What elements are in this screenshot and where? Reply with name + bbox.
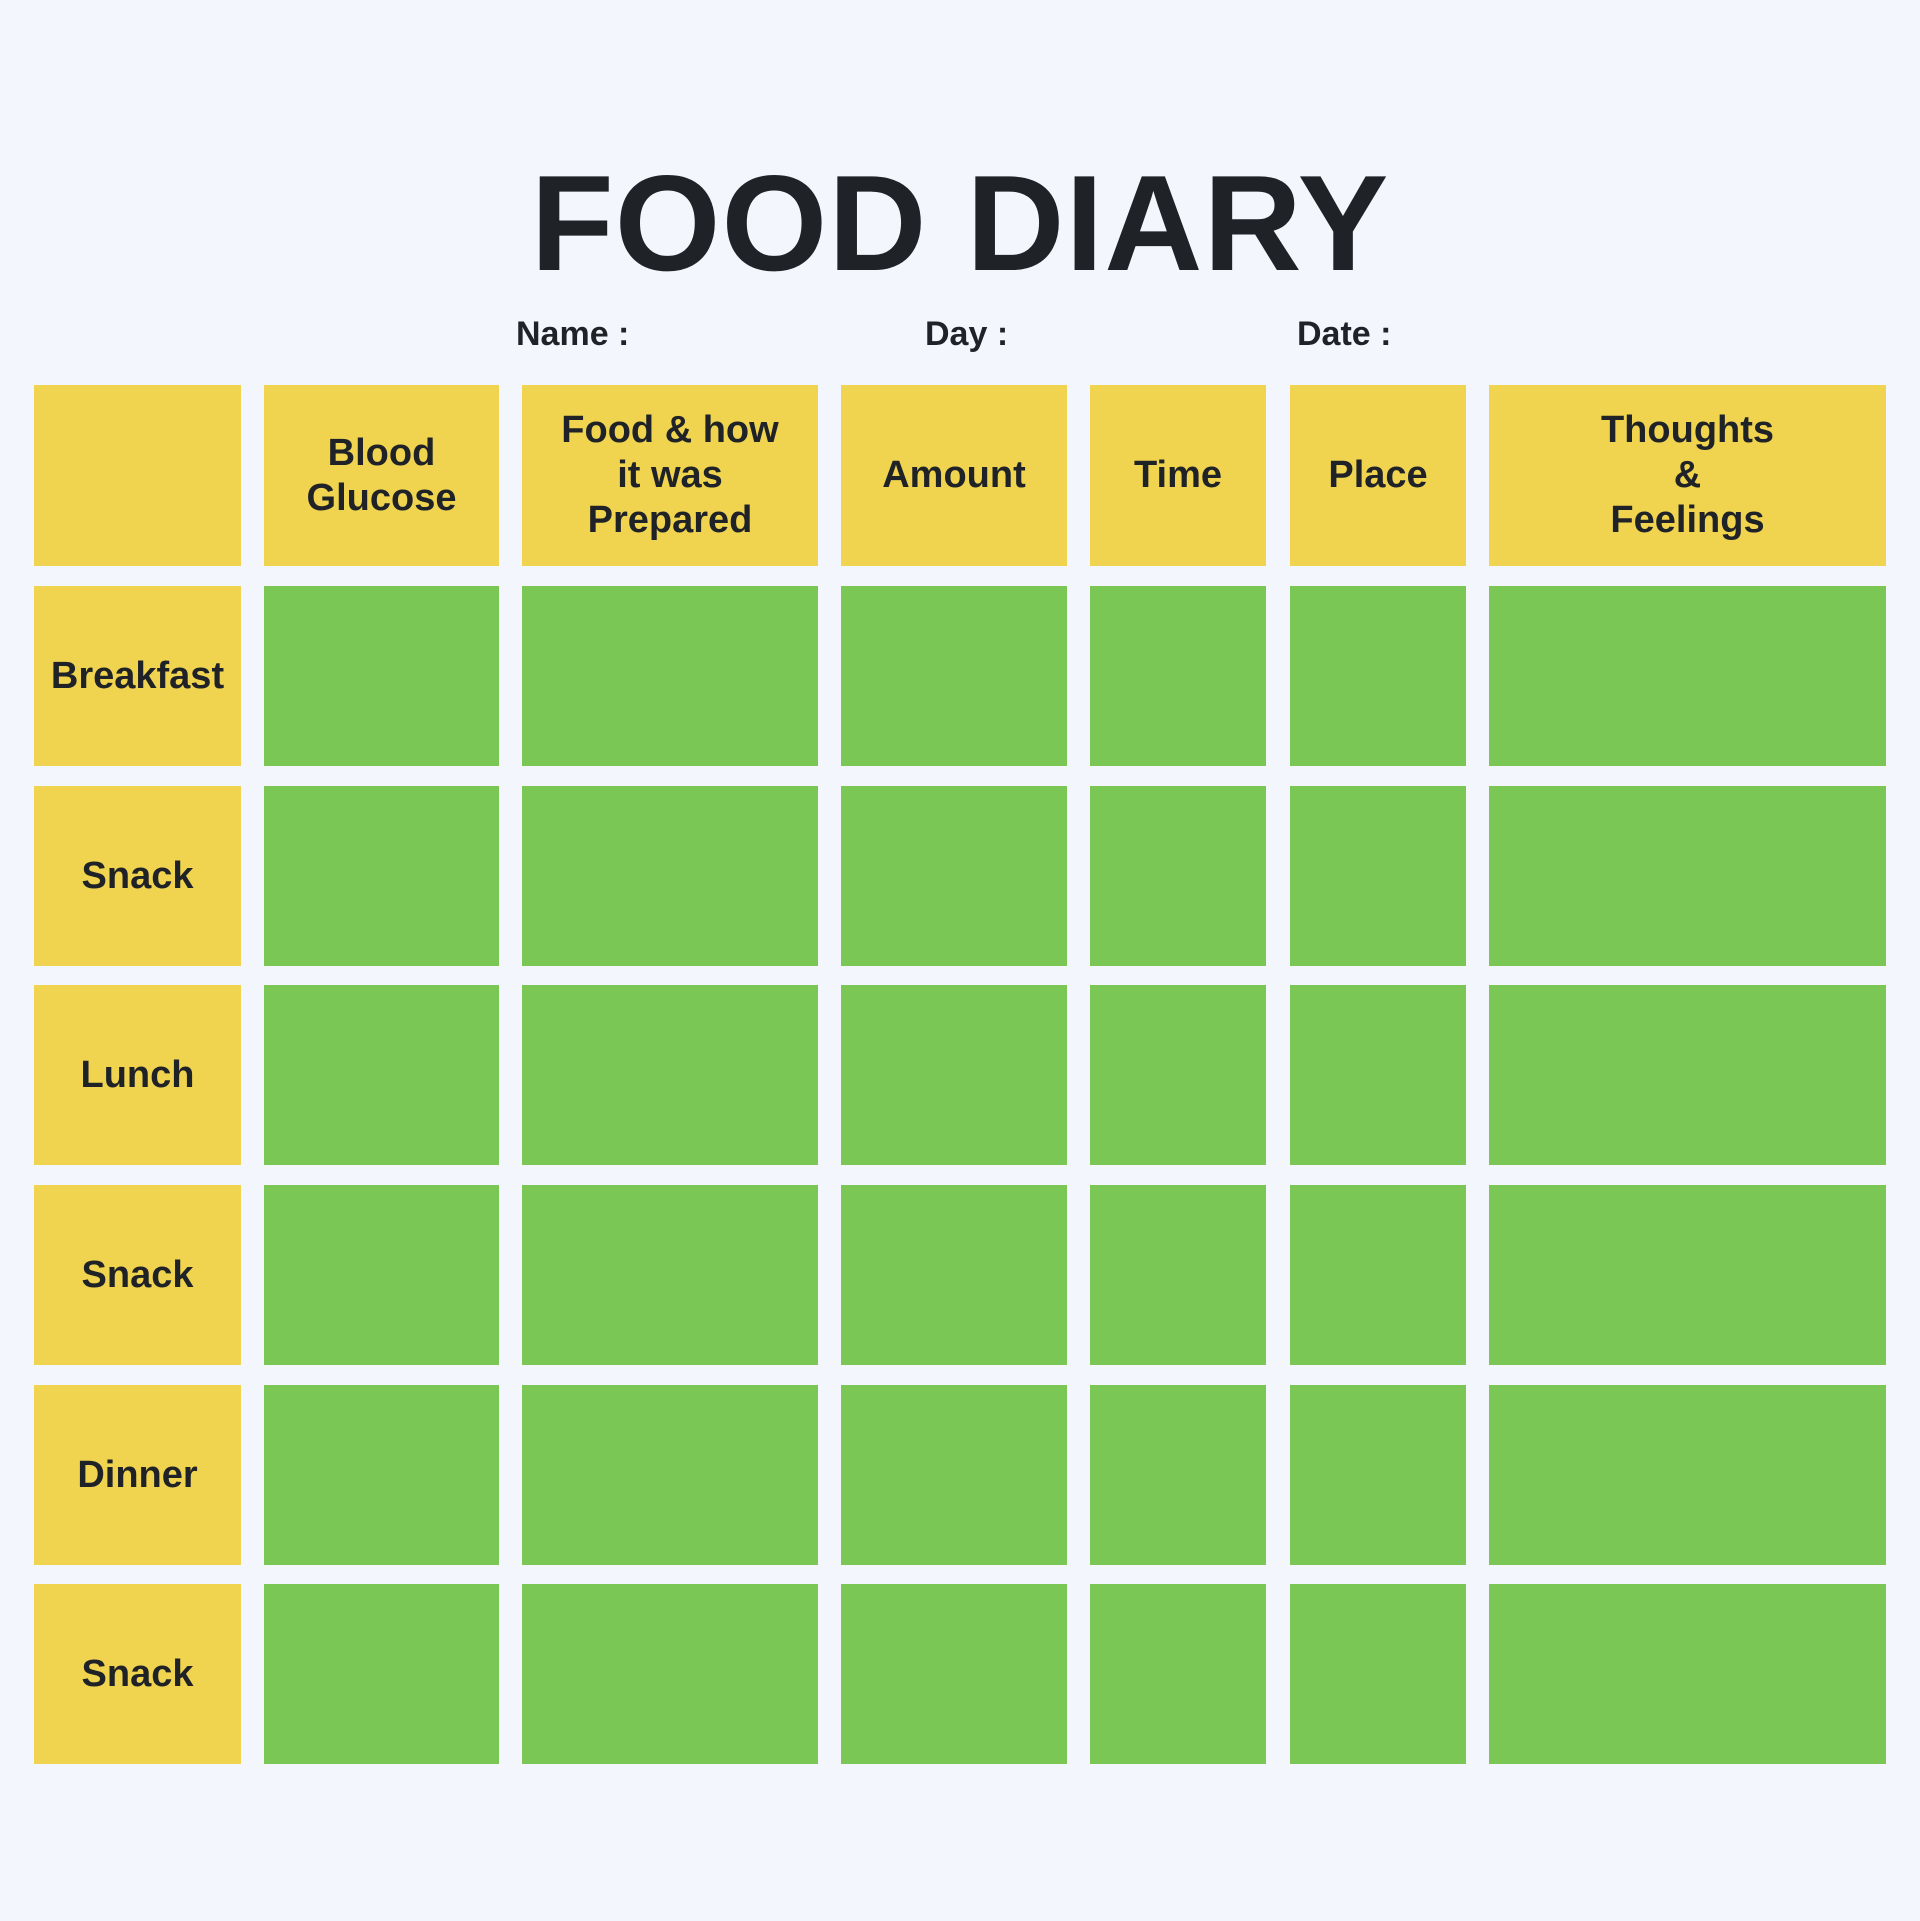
row-header-label: Dinner bbox=[77, 1453, 198, 1496]
entry-cell-breakfast-amount[interactable] bbox=[841, 586, 1067, 766]
entry-cell-snack-food-preparation[interactable] bbox=[522, 1185, 818, 1365]
entry-cell-dinner-place[interactable] bbox=[1290, 1385, 1466, 1565]
entry-cell-snack-place[interactable] bbox=[1290, 786, 1466, 966]
entry-cell-snack-place[interactable] bbox=[1290, 1584, 1466, 1764]
entry-cell-snack-amount[interactable] bbox=[841, 786, 1067, 966]
entry-cell-lunch-place[interactable] bbox=[1290, 985, 1466, 1165]
row-header-snack: Snack bbox=[34, 1185, 241, 1365]
column-header-time: Time bbox=[1090, 385, 1266, 566]
entry-cell-snack-thoughts-feelings[interactable] bbox=[1489, 786, 1886, 966]
header-corner-cell bbox=[34, 385, 241, 566]
entry-cell-breakfast-place[interactable] bbox=[1290, 586, 1466, 766]
entry-cell-breakfast-food-preparation[interactable] bbox=[522, 586, 818, 766]
entry-cell-snack-time[interactable] bbox=[1090, 786, 1266, 966]
entry-cell-lunch-amount[interactable] bbox=[841, 985, 1067, 1165]
column-header-label: Time bbox=[1133, 454, 1222, 496]
entry-cell-snack-food-preparation[interactable] bbox=[522, 1584, 818, 1764]
entry-cell-snack-blood-glucose[interactable] bbox=[264, 786, 499, 966]
entry-cell-dinner-amount[interactable] bbox=[841, 1385, 1067, 1565]
entry-cell-snack-amount[interactable] bbox=[841, 1584, 1067, 1764]
row-header-label: Lunch bbox=[80, 1053, 195, 1096]
entry-cell-snack-blood-glucose[interactable] bbox=[264, 1584, 499, 1764]
row-header-label: Snack bbox=[81, 1253, 194, 1296]
column-header-label: Thoughts & Feelings bbox=[1600, 409, 1775, 541]
row-header-snack: Snack bbox=[34, 1584, 241, 1764]
entry-cell-breakfast-thoughts-feelings[interactable] bbox=[1489, 586, 1886, 766]
entry-cell-breakfast-time[interactable] bbox=[1090, 586, 1266, 766]
entry-cell-dinner-food-preparation[interactable] bbox=[522, 1385, 818, 1565]
day-label: Day : bbox=[925, 315, 1009, 353]
entry-cell-dinner-blood-glucose[interactable] bbox=[264, 1385, 499, 1565]
page-title: FOOD DIARY bbox=[530, 147, 1390, 299]
row-header-label: Snack bbox=[81, 854, 194, 897]
column-header-label: Blood Glucose bbox=[306, 431, 457, 519]
column-header-label: Amount bbox=[882, 454, 1026, 496]
row-header-dinner: Dinner bbox=[34, 1385, 241, 1565]
entry-cell-snack-thoughts-feelings[interactable] bbox=[1489, 1584, 1886, 1764]
entry-cell-dinner-thoughts-feelings[interactable] bbox=[1489, 1385, 1886, 1565]
entry-cell-snack-blood-glucose[interactable] bbox=[264, 1185, 499, 1365]
column-header-food-preparation: Food & how it was Prepared bbox=[522, 385, 818, 566]
entry-cell-breakfast-blood-glucose[interactable] bbox=[264, 586, 499, 766]
entry-cell-snack-time[interactable] bbox=[1090, 1584, 1266, 1764]
row-header-label: Snack bbox=[81, 1652, 194, 1695]
row-header-breakfast: Breakfast bbox=[34, 586, 241, 766]
column-header-thoughts-feelings: Thoughts & Feelings bbox=[1489, 385, 1886, 566]
column-header-place: Place bbox=[1290, 385, 1466, 566]
column-header-blood-glucose: Blood Glucose bbox=[264, 385, 499, 566]
column-header-label: Food & how it was Prepared bbox=[561, 409, 779, 541]
entry-cell-snack-thoughts-feelings[interactable] bbox=[1489, 1185, 1886, 1365]
entry-cell-lunch-thoughts-feelings[interactable] bbox=[1489, 985, 1886, 1165]
row-header-snack: Snack bbox=[34, 786, 241, 966]
entry-cell-snack-place[interactable] bbox=[1290, 1185, 1466, 1365]
date-label: Date : bbox=[1297, 315, 1392, 353]
entry-cell-lunch-blood-glucose[interactable] bbox=[264, 985, 499, 1165]
entry-cell-snack-amount[interactable] bbox=[841, 1185, 1067, 1365]
entry-cell-snack-time[interactable] bbox=[1090, 1185, 1266, 1365]
entry-cell-snack-food-preparation[interactable] bbox=[522, 786, 818, 966]
name-label: Name : bbox=[516, 315, 630, 353]
entry-cell-lunch-food-preparation[interactable] bbox=[522, 985, 818, 1165]
row-header-label: Breakfast bbox=[50, 654, 225, 697]
entry-cell-dinner-time[interactable] bbox=[1090, 1385, 1266, 1565]
column-header-label: Place bbox=[1328, 454, 1428, 496]
row-header-lunch: Lunch bbox=[34, 985, 241, 1165]
column-header-amount: Amount bbox=[841, 385, 1067, 566]
entry-cell-lunch-time[interactable] bbox=[1090, 985, 1266, 1165]
